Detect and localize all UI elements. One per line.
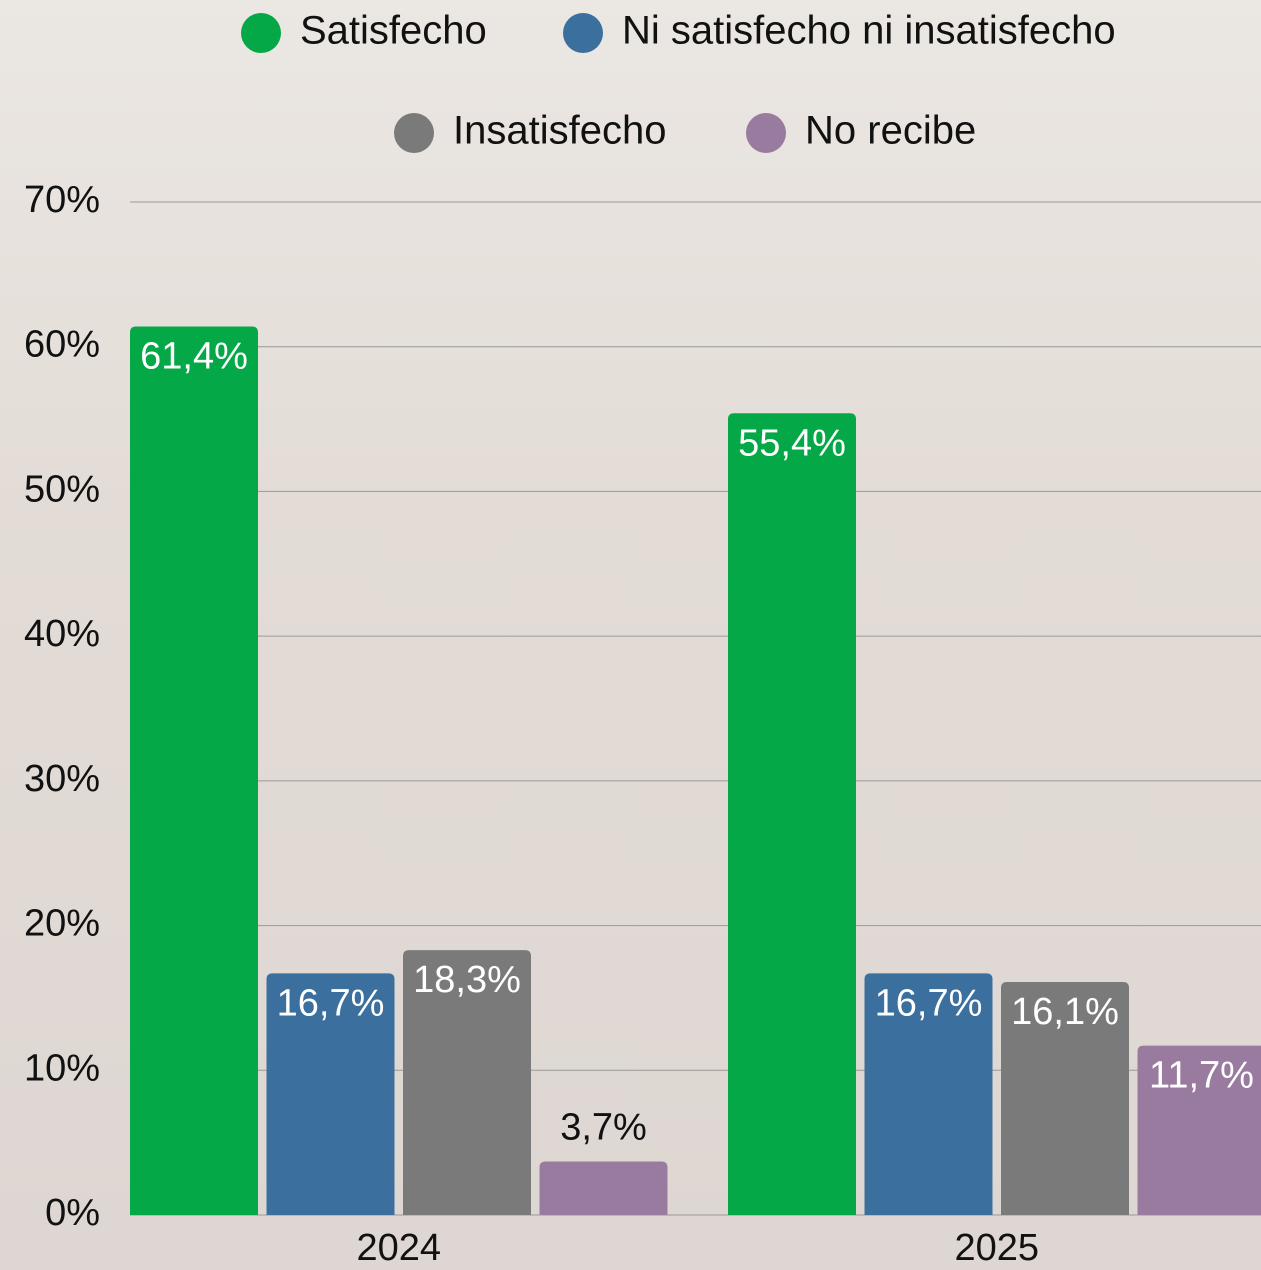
y-tick-label: 60% xyxy=(24,324,100,366)
y-tick-label: 70% xyxy=(24,179,100,221)
bar xyxy=(864,973,993,1215)
data-label: 61,4% xyxy=(140,335,248,377)
x-tick-label: 2024 xyxy=(356,1227,441,1269)
data-label: 3,7% xyxy=(560,1106,647,1148)
y-tick-label: 40% xyxy=(24,613,100,655)
data-label: 55,4% xyxy=(738,422,846,464)
data-label: 11,7% xyxy=(1149,1055,1254,1097)
data-label: 16,7% xyxy=(277,982,385,1024)
y-tick-label: 20% xyxy=(24,903,100,945)
y-tick-label: 50% xyxy=(24,468,100,510)
y-tick-label: 0% xyxy=(45,1192,100,1234)
bar xyxy=(403,950,531,1215)
legend-swatch xyxy=(746,113,786,153)
data-label: 16,7% xyxy=(875,982,983,1024)
bar xyxy=(1137,1045,1261,1215)
data-label: 16,1% xyxy=(1011,991,1119,1033)
legend-swatch xyxy=(241,13,281,53)
legend-swatch xyxy=(394,113,434,153)
legend-label: Ni satisfecho ni insatisfecho xyxy=(622,9,1116,53)
data-label: 18,3% xyxy=(413,959,521,1001)
y-tick-label: 30% xyxy=(24,758,100,800)
legend-label: Satisfecho xyxy=(300,9,487,53)
legend-swatch xyxy=(563,13,603,53)
y-tick-label: 10% xyxy=(24,1047,100,1089)
bar xyxy=(130,326,258,1215)
legend-label: No recibe xyxy=(805,109,976,153)
bar xyxy=(1001,982,1129,1215)
bar xyxy=(266,973,395,1215)
x-tick-label: 2025 xyxy=(954,1227,1039,1269)
bar xyxy=(539,1161,668,1215)
legend-label: Insatisfecho xyxy=(453,109,666,153)
bar xyxy=(728,413,856,1216)
